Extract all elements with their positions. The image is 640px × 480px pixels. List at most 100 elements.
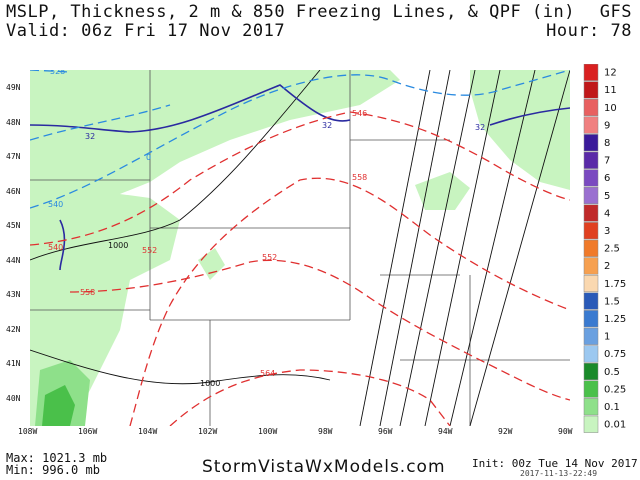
lat-axis: 49N 48N 47N 46N 45N 44N 43N 42N 41N 40N: [6, 83, 21, 403]
legend-label: 3: [604, 226, 610, 237]
legend-swatch: [583, 310, 599, 328]
thickness-line-warm: [69, 259, 570, 401]
lon-tick: 104W: [138, 427, 157, 436]
max-pressure: Max: 1021.3 mb: [6, 451, 108, 465]
thickness-line-cold: [30, 70, 570, 209]
thickness-cold-label: 528: [50, 70, 65, 76]
isobar-line: [379, 70, 451, 426]
isobars: [30, 70, 570, 426]
thickness-cold-label: 540: [48, 200, 63, 209]
legend-label: 0.01: [604, 420, 626, 431]
legend-swatch: [583, 415, 599, 433]
lat-tick: 40N: [6, 394, 21, 403]
isobar-line: [424, 70, 501, 426]
lat-tick: 41N: [6, 359, 21, 368]
qpf-area-north: [30, 70, 400, 210]
freezing-label: 0: [146, 153, 151, 162]
chart-title: MSLP, Thickness, 2 m & 850 Freezing Line…: [6, 2, 575, 22]
qpf-legend: 12 11 10 9 8 7 6 5 4 3 2.5 2 1.75 1.5 1.25 1 0.75 0.5 0.25…: [583, 64, 626, 433]
legend-label: 1.5: [604, 296, 620, 307]
legend-swatch: [583, 134, 599, 152]
legend-swatch: [583, 169, 599, 187]
legend-swatch: [583, 380, 599, 398]
state-borders: [30, 70, 570, 426]
qpf-heavy: [42, 385, 75, 426]
legend-swatch: [583, 239, 599, 257]
thickness-label: 564: [260, 369, 275, 378]
legend-label: 7: [604, 156, 610, 167]
thickness-label: 540: [48, 243, 63, 252]
legend-swatch: [583, 98, 599, 117]
legend-label: 5: [604, 191, 610, 202]
legend-label: 1: [604, 332, 610, 343]
legend-swatch: [583, 274, 599, 293]
thickness-label: 546: [352, 109, 367, 118]
lat-tick: 45N: [6, 221, 21, 230]
legend-label: 0.1: [604, 402, 620, 413]
legend-label: 6: [604, 173, 610, 184]
thickness-line-cold: [30, 70, 71, 73]
thickness-label: 552: [142, 246, 157, 255]
legend-label: 4: [604, 208, 610, 219]
legend-swatch: [583, 362, 599, 381]
legend-swatch: [583, 151, 599, 169]
legend-swatch: [583, 222, 599, 240]
pressure-label: 1000: [200, 379, 220, 388]
lat-tick: 49N: [6, 83, 21, 92]
legend-swatch: [583, 292, 599, 310]
model-name: GFS: [599, 2, 632, 22]
legend-label: 1.75: [604, 279, 626, 290]
qpf-area-minnesota: [415, 172, 470, 210]
legend-swatch: [583, 327, 599, 345]
thickness-line-warm: [129, 177, 570, 426]
lon-tick: 108W: [18, 427, 37, 436]
freezing-line-850: [59, 219, 66, 271]
lon-tick: 90W: [558, 427, 573, 436]
freezing-line-850: [30, 84, 351, 133]
legend-label: 1.25: [604, 314, 626, 325]
lat-tick: 43N: [6, 290, 21, 299]
legend-swatch: [583, 345, 599, 363]
legend-label: 0.25: [604, 384, 626, 395]
legend-label: 11: [604, 85, 617, 96]
thickness-label: 558: [352, 173, 367, 182]
legend-swatch: [583, 204, 599, 222]
legend-swatch: [583, 64, 599, 81]
legend-label: 2: [604, 261, 610, 272]
isobar-line: [30, 70, 321, 261]
thickness-label: 558: [80, 288, 95, 297]
legend-swatch: [583, 81, 599, 99]
brand-name: StormVistaWxModels.com: [202, 457, 446, 477]
freezing-line-850: [489, 107, 570, 126]
min-pressure: Min: 996.0 mb: [6, 463, 100, 477]
legend-label: 0.75: [604, 349, 626, 360]
legend-swatch: [583, 116, 599, 134]
isobar-line: [449, 70, 536, 426]
pressure-label: 1000: [108, 241, 128, 250]
isobar-line: [359, 70, 431, 426]
thickness-cold: [30, 70, 570, 209]
freezing-label: 32: [322, 121, 332, 130]
freezing-label: 32: [475, 123, 485, 132]
weather-map: 546 552 558 564 540 558 552 528 540 32 3…: [30, 70, 570, 426]
lat-tick: 48N: [6, 118, 21, 127]
lon-tick: 94W: [438, 427, 453, 436]
lon-tick: 96W: [378, 427, 393, 436]
thickness-line-cold: [30, 104, 171, 141]
thickness-warm: [30, 111, 570, 426]
freezing-lines: [30, 84, 570, 271]
legend-label: 0.5: [604, 367, 620, 378]
lon-tick: 92W: [498, 427, 513, 436]
legend-label: 8: [604, 138, 610, 149]
lon-tick: 102W: [198, 427, 217, 436]
thickness-line-warm: [169, 369, 451, 426]
init-time: Init: 00z Tue 14 Nov 2017: [472, 457, 638, 470]
thickness-line-warm: [30, 111, 570, 246]
lat-tick: 47N: [6, 152, 21, 161]
legend-label: 12: [604, 68, 617, 79]
lon-tick: 98W: [318, 427, 333, 436]
isobar-line: [469, 70, 570, 426]
isobar-line: [399, 70, 476, 426]
lon-tick: 106W: [78, 427, 97, 436]
lat-tick: 42N: [6, 325, 21, 334]
